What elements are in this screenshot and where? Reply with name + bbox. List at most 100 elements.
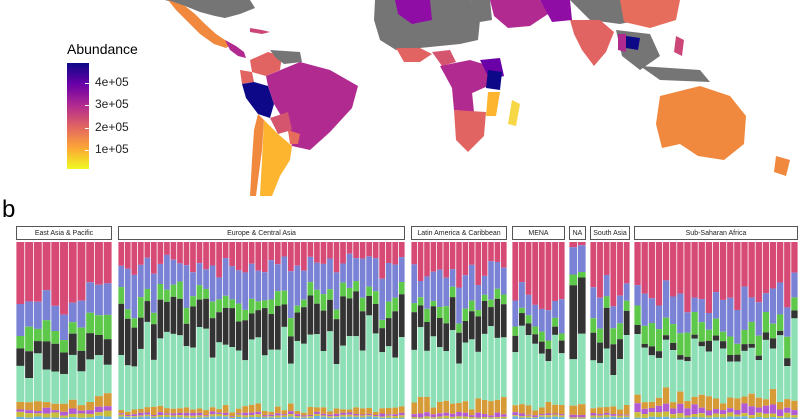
bar-segment-olive bbox=[137, 415, 144, 417]
bar-segment-cyan bbox=[320, 416, 327, 419]
bar-segment-blue bbox=[170, 259, 177, 285]
bar-segment-orange bbox=[151, 406, 157, 416]
bar-segment-dark bbox=[481, 301, 488, 334]
bar-segment-mint bbox=[590, 360, 597, 409]
bar-segment-green bbox=[366, 286, 372, 297]
bar-segment-orange bbox=[242, 406, 249, 413]
facet-strip-label: East Asia & Pacific bbox=[16, 226, 112, 240]
bar-segment-purple bbox=[437, 413, 443, 417]
bar-segment-orange bbox=[552, 404, 558, 414]
bar-segment-olive bbox=[359, 415, 366, 418]
bar-segment-orange bbox=[314, 407, 320, 412]
bar-segment-cyan bbox=[655, 417, 663, 419]
bar-segment-blue bbox=[437, 269, 443, 307]
bar-segment-pink bbox=[170, 242, 177, 260]
bar-segment-orange bbox=[235, 408, 242, 414]
bar-segment-purple bbox=[610, 414, 617, 416]
bar-segment-purple bbox=[443, 412, 449, 416]
bar-segment-orange bbox=[346, 409, 353, 413]
bar-segment-dark bbox=[118, 303, 125, 355]
bar-segment-green bbox=[190, 296, 196, 307]
bar-segment-mint bbox=[170, 333, 177, 409]
bar-segment-green bbox=[346, 287, 353, 299]
bar-segment-olive bbox=[443, 415, 449, 419]
bar-segment-green bbox=[216, 299, 222, 313]
bar-segment-mint bbox=[475, 351, 481, 399]
bar-segment-dark bbox=[698, 341, 705, 347]
bar-segment-orange bbox=[443, 400, 449, 413]
bar-segment-olive bbox=[118, 414, 125, 417]
bar-segment-dark bbox=[558, 340, 565, 354]
bar-segment-pink bbox=[558, 242, 565, 300]
bar-segment-pink bbox=[623, 242, 630, 284]
bar-segment-cyan bbox=[712, 417, 720, 419]
bar-segment-pink bbox=[392, 242, 399, 265]
bar-segment-green bbox=[307, 282, 314, 296]
map-mozambique bbox=[486, 92, 500, 116]
bar-segment-dark bbox=[684, 356, 691, 362]
bar-segment-blue bbox=[235, 270, 242, 304]
bar-segment-mint bbox=[242, 360, 249, 407]
bar-segment-purple bbox=[177, 412, 183, 416]
bar-segment-olive bbox=[577, 417, 586, 419]
bar-segment-green bbox=[314, 289, 320, 304]
bar-segment-pink bbox=[545, 242, 552, 311]
facet-strip-label: Sub-Saharan Africa bbox=[634, 226, 798, 240]
bar-segment-cyan bbox=[791, 417, 798, 419]
bar-segment-dark bbox=[131, 327, 138, 367]
bar-segment-orange bbox=[366, 408, 372, 414]
bar-segment-dark bbox=[634, 325, 641, 335]
map-india bbox=[570, 20, 614, 66]
bar-segment-pink bbox=[320, 242, 327, 264]
bar-segment-olive bbox=[314, 414, 320, 416]
bar-segment-green bbox=[748, 321, 755, 344]
bar-segment-orange bbox=[691, 396, 698, 405]
bar-segment-pink bbox=[340, 242, 346, 264]
bar-segment-mint bbox=[769, 348, 777, 390]
bar-segment-olive bbox=[424, 416, 430, 419]
bar-segment-dark bbox=[475, 316, 481, 352]
bar-segment-pink bbox=[538, 242, 545, 309]
bar-segment-blue bbox=[366, 256, 372, 287]
bar-segment-orange bbox=[577, 404, 586, 416]
bar-segment-green bbox=[131, 318, 138, 328]
bar-segment-purple bbox=[359, 414, 366, 416]
bar-segment-purple bbox=[558, 414, 565, 416]
bar-segment-mint bbox=[314, 334, 320, 408]
bar-segment-purple bbox=[392, 414, 399, 417]
bar-segment-purple bbox=[183, 412, 190, 416]
bar-segment-green bbox=[777, 314, 784, 331]
bar-segment-purple bbox=[398, 412, 405, 416]
bar-segment-orange bbox=[103, 393, 112, 407]
bar-segment-green bbox=[94, 315, 103, 335]
bar-segment-orange bbox=[164, 408, 170, 414]
bar-segment-pink bbox=[164, 242, 170, 255]
bar-segment-blue bbox=[791, 272, 798, 298]
bar-segment-blue bbox=[268, 260, 275, 300]
bar-segment-pink bbox=[183, 242, 190, 266]
bar-segment-orange bbox=[86, 402, 95, 411]
bar-segment-blue bbox=[209, 265, 216, 302]
bar-segment-cyan bbox=[216, 416, 222, 419]
bar-segment-olive bbox=[157, 415, 164, 418]
bar-segment-dark bbox=[398, 294, 405, 338]
bar-segment-orange bbox=[255, 403, 262, 412]
bar-segment-purple bbox=[42, 407, 51, 414]
bar-segment-orange bbox=[229, 412, 236, 417]
bar-segment-blue bbox=[248, 263, 255, 299]
bar-segment-cyan bbox=[558, 417, 565, 419]
bar-segment-olive bbox=[151, 416, 157, 418]
bar-segment-olive bbox=[784, 412, 791, 418]
bar-segment-blue bbox=[392, 264, 399, 298]
bar-segment-pink bbox=[727, 242, 734, 298]
bar-segment-orange bbox=[494, 399, 501, 413]
bar-segment-blue bbox=[417, 281, 424, 298]
bar-segment-blue bbox=[359, 258, 366, 298]
bar-segment-orange bbox=[762, 399, 770, 406]
bar-segment-olive bbox=[229, 417, 236, 419]
bar-segment-olive bbox=[488, 417, 494, 419]
bar-segment-mint bbox=[569, 359, 578, 406]
bar-segment-dark bbox=[314, 303, 320, 335]
bar-segment-green bbox=[86, 312, 95, 334]
